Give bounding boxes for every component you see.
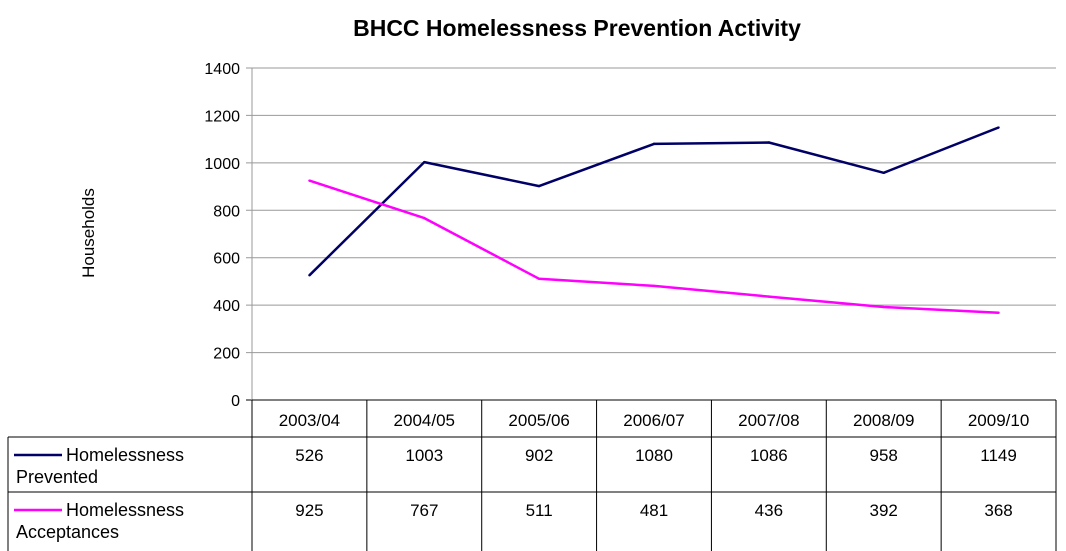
data-point (767, 141, 771, 144)
x-tick-label: 2005/06 (508, 411, 569, 430)
data-point (423, 160, 426, 164)
data-table-cell: 368 (984, 501, 1012, 520)
series-line (309, 179, 999, 314)
data-point (997, 311, 1000, 314)
data-point (423, 216, 426, 220)
data-point (652, 284, 656, 288)
data-table-cell: 436 (755, 501, 783, 520)
legend-label-line: Acceptances (16, 522, 119, 542)
data-table-cell: 481 (640, 501, 668, 520)
data-point (767, 295, 771, 298)
data-table-cell: 1080 (635, 446, 673, 465)
y-tick-label: 1400 (204, 61, 240, 78)
x-tick-label: 2007/08 (738, 411, 799, 430)
x-tick-label: 2006/07 (623, 411, 684, 430)
legend-label-line: Homelessness (66, 500, 184, 520)
x-tick-label: 2009/10 (968, 411, 1029, 430)
data-table-cell: 1003 (405, 446, 443, 465)
legend-label-line: Homelessness (66, 445, 184, 465)
data-table-cell: 1086 (750, 446, 788, 465)
y-tick-label: 1200 (204, 108, 240, 125)
legend-label: Homelessness Acceptances (16, 500, 184, 542)
data-point (652, 142, 656, 146)
data-point (882, 305, 885, 309)
legend-label-line: Prevented (16, 467, 98, 487)
data-table-cell: 767 (410, 501, 438, 520)
data-point (308, 274, 311, 277)
y-tick-label: 400 (213, 298, 240, 315)
series-lines (308, 126, 1000, 314)
x-tick-label: 2004/05 (394, 411, 455, 430)
data-point (308, 179, 311, 182)
data-table-cell: 1149 (980, 446, 1017, 465)
data-point (997, 126, 1000, 129)
y-tick-label: 1000 (204, 156, 240, 173)
y-tick-labels: 0 200 400 600 800 1000 1200 1400 (204, 61, 240, 410)
chart-title: BHCC Homelessness Prevention Activity (353, 15, 801, 41)
data-point (537, 277, 541, 281)
y-tick-label: 800 (213, 203, 240, 220)
x-tick-label: 2003/04 (279, 411, 340, 430)
data-table: 2003/04 2004/05 2005/06 2006/07 2007/08 2008/… (7, 399, 1057, 551)
data-table-cell: 392 (870, 501, 898, 520)
y-tick-label: 200 (213, 346, 240, 363)
gridlines (246, 67, 1056, 401)
y-axis-label: Households (79, 188, 98, 278)
y-tick-label: 0 (231, 393, 240, 410)
y-tick-label: 600 (213, 251, 240, 268)
series-line (308, 126, 1000, 277)
x-tick-label: 2008/09 (853, 411, 914, 430)
legend-label: Homelessness Prevented (16, 445, 184, 487)
data-point (537, 184, 541, 188)
data-table-cell: 511 (526, 501, 553, 520)
data-table-cell: 958 (870, 446, 898, 465)
data-table-cell: 925 (295, 501, 323, 520)
data-table-cell: 902 (525, 446, 553, 465)
data-table-cell: 526 (295, 446, 323, 465)
data-point (882, 171, 885, 175)
